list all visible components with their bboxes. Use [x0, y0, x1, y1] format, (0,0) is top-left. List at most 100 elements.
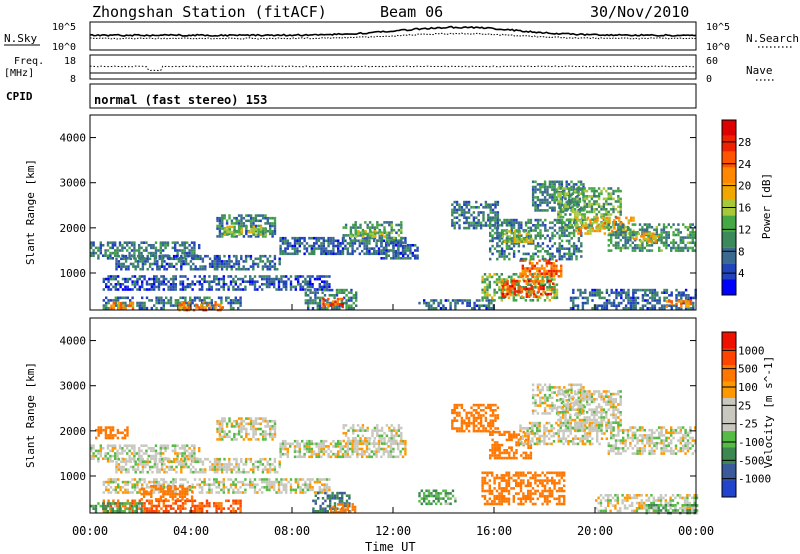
- heatmap-cell: [498, 224, 501, 227]
- power-colorbar-tick-label: 28: [738, 136, 751, 149]
- heatmap-cell: [365, 445, 369, 448]
- heatmap-cell: [345, 288, 348, 292]
- heatmap-cell: [198, 275, 201, 278]
- heatmap-cell: [320, 439, 323, 443]
- heatmap-cell: [145, 452, 148, 455]
- heatmap-cell: [293, 445, 297, 448]
- heatmap-cell: [597, 195, 601, 198]
- heatmap-cell: [301, 491, 305, 494]
- heatmap-cell: [373, 226, 377, 229]
- heatmap-cell: [444, 307, 447, 310]
- power-colorbar-tick-label: 8: [738, 245, 745, 258]
- heatmap-cell: [254, 422, 258, 426]
- heatmap-cell: [553, 183, 556, 186]
- heatmap-cell: [529, 283, 532, 286]
- heatmap-cell: [584, 224, 587, 227]
- heatmap-cell: [124, 457, 128, 461]
- heatmap-cell: [261, 432, 265, 436]
- heatmap-cell: [561, 210, 565, 214]
- heatmap-cell: [121, 457, 124, 460]
- heatmap-cell: [174, 304, 177, 307]
- heatmap-cell: [165, 262, 169, 266]
- heatmap-cell: [247, 230, 251, 234]
- heatmap-cell: [225, 422, 229, 426]
- heatmap-cell: [376, 223, 379, 227]
- heatmap-cell: [395, 223, 398, 227]
- heatmap-cell: [270, 283, 273, 286]
- heatmap-cell: [249, 438, 253, 441]
- heatmap-cell: [164, 246, 167, 250]
- heatmap-cell: [111, 454, 114, 458]
- heatmap-cell: [328, 486, 331, 489]
- heatmap-cell: [674, 233, 678, 237]
- heatmap-cell: [321, 478, 324, 481]
- heatmap-cell: [162, 304, 165, 307]
- heatmap-cell: [264, 425, 267, 428]
- heatmap-cell: [183, 447, 186, 450]
- heatmap-cell: [548, 275, 551, 279]
- heatmap-cell: [556, 231, 559, 235]
- heatmap-cell: [513, 237, 516, 241]
- heatmap-cell: [210, 288, 213, 291]
- heatmap-cell: [309, 478, 312, 481]
- heatmap-cell: [614, 223, 618, 226]
- heatmap-cell: [617, 195, 620, 198]
- heatmap-cell: [150, 480, 153, 484]
- heatmap-cell: [178, 306, 181, 309]
- heatmap-cell: [242, 468, 245, 471]
- heatmap-cell: [560, 185, 564, 189]
- heatmap-cell: [451, 211, 454, 214]
- heatmap-cell: [183, 254, 186, 257]
- heatmap-cell: [498, 255, 501, 258]
- heatmap-cell: [344, 244, 347, 248]
- heatmap-cell: [670, 241, 673, 245]
- heatmap-cell: [193, 304, 197, 307]
- heatmap-cell: [132, 254, 135, 258]
- heatmap-cell: [534, 226, 537, 230]
- heatmap-cell: [169, 285, 173, 289]
- heatmap-cell: [117, 296, 120, 300]
- heatmap-cell: [605, 226, 608, 229]
- heatmap-cell: [347, 234, 350, 237]
- heatmap-cell: [126, 249, 129, 252]
- heatmap-cell: [123, 246, 126, 250]
- heatmap-cell: [631, 246, 634, 250]
- heatmap-cell: [566, 218, 570, 221]
- heatmap-cell: [397, 251, 400, 255]
- heatmap-cell: [389, 455, 393, 459]
- heatmap-cell: [102, 254, 105, 257]
- heatmap-cell: [352, 426, 355, 430]
- heatmap-cell: [282, 283, 285, 286]
- heatmap-cell: [574, 229, 578, 233]
- heatmap-cell: [217, 491, 221, 494]
- heatmap-cell: [598, 296, 601, 300]
- heatmap-cell: [347, 291, 351, 294]
- heatmap-cell: [106, 241, 110, 244]
- heatmap-cell: [240, 425, 243, 428]
- heatmap-cell: [334, 452, 337, 456]
- heatmap-cell: [316, 301, 319, 305]
- heatmap-cell: [510, 239, 513, 243]
- heatmap-cell: [269, 427, 272, 431]
- heatmap-cell: [102, 277, 105, 281]
- heatmap-cell: [188, 301, 191, 304]
- heatmap-cell: [249, 222, 253, 225]
- heatmap-cell: [574, 224, 578, 227]
- heatmap-cell: [193, 478, 197, 481]
- heatmap-cell: [548, 183, 552, 186]
- heatmap-cell: [553, 242, 557, 245]
- heatmap-cell: [605, 202, 608, 206]
- heatmap-cell: [234, 280, 237, 283]
- heatmap-cell: [168, 262, 171, 266]
- heatmap-cell: [343, 288, 346, 292]
- heatmap-cell: [130, 254, 134, 257]
- power-ylabel: Slant Range [km]: [24, 159, 37, 265]
- heatmap-cell: [292, 285, 295, 289]
- heatmap-cell: [613, 227, 616, 230]
- heatmap-cell: [157, 280, 161, 283]
- heatmap-cell: [359, 437, 362, 440]
- heatmap-cell: [344, 247, 347, 250]
- heatmap-cell: [593, 202, 596, 206]
- heatmap-cell: [154, 444, 158, 447]
- heatmap-cell: [188, 306, 191, 309]
